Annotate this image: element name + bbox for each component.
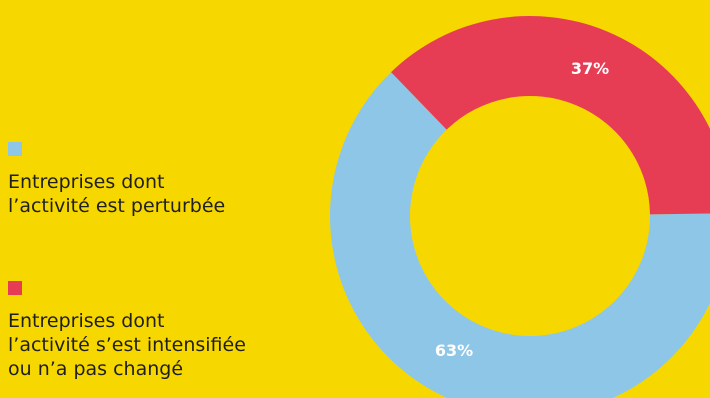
donut-slice-1: [391, 16, 710, 215]
legend-swatch-intensified: [8, 281, 22, 295]
legend-label-intensified: Entreprises dont l’activité s’est intens…: [8, 310, 246, 380]
slice-value-label-1: 37%: [571, 59, 609, 78]
legend-item-perturbed: Entreprises dont l’activité est perturbé…: [8, 142, 328, 218]
slice-value-label-0: 63%: [435, 341, 473, 360]
legend-swatch-perturbed: [8, 142, 22, 156]
donut-slice-0: [330, 72, 710, 398]
legend-label-perturbed: Entreprises dont l’activité est perturbé…: [8, 171, 226, 217]
legend-item-intensified: Entreprises dont l’activité s’est intens…: [8, 281, 328, 381]
